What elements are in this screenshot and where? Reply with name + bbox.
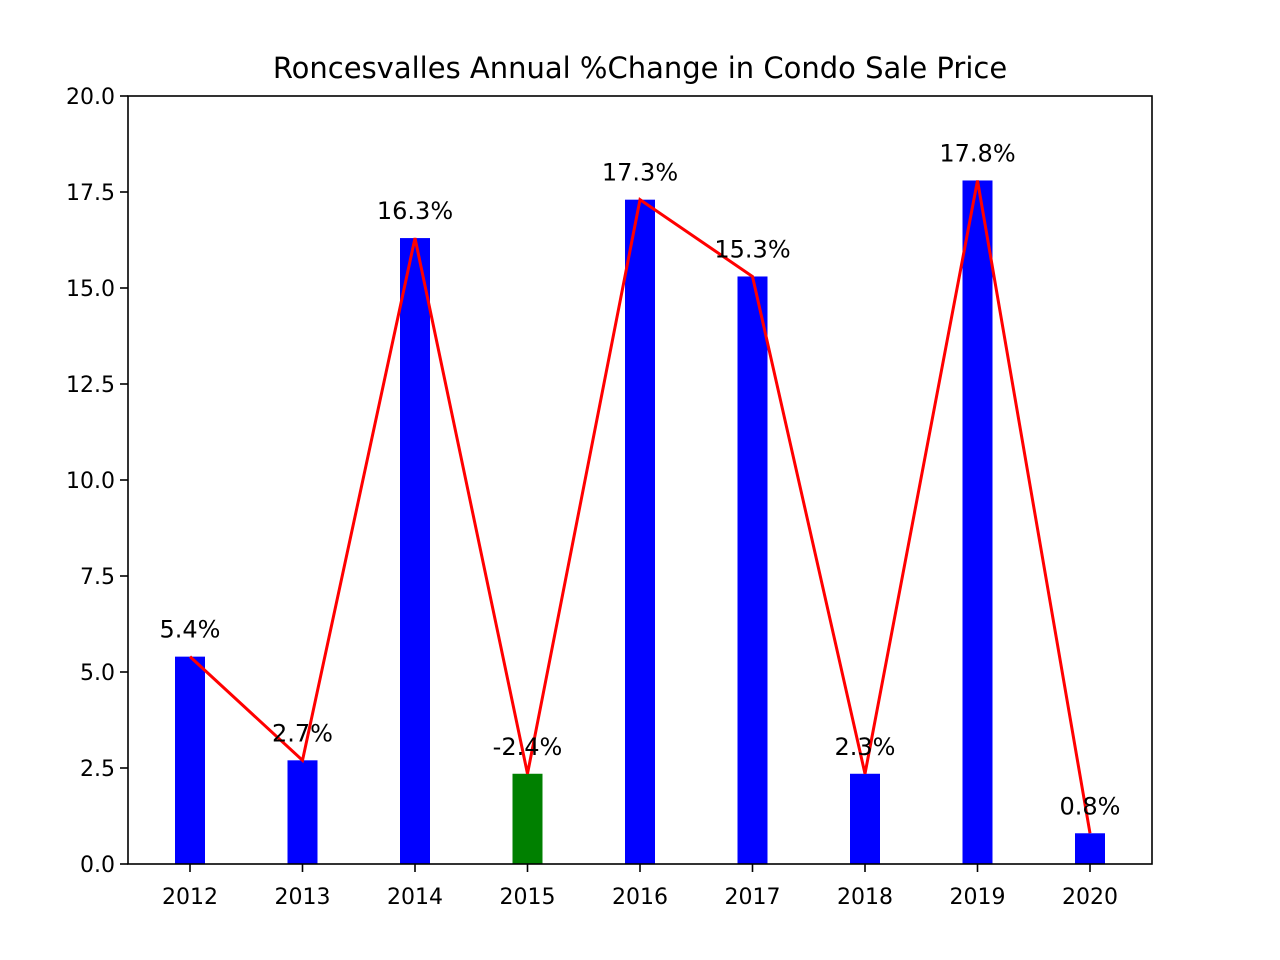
x-tick-label: 2012 bbox=[162, 885, 218, 910]
data-label: 15.3% bbox=[714, 235, 790, 263]
bar-2012 bbox=[175, 656, 205, 864]
y-tick-label: 20.0 bbox=[66, 85, 115, 110]
bar-2016 bbox=[625, 199, 655, 864]
x-tick-label: 2016 bbox=[612, 885, 668, 910]
y-tick-label: 17.5 bbox=[66, 181, 115, 206]
x-tick-label: 2019 bbox=[950, 885, 1006, 910]
x-tick-label: 2014 bbox=[387, 885, 443, 910]
bar-2015 bbox=[512, 773, 543, 864]
y-tick-label: 5.0 bbox=[80, 661, 115, 686]
y-tick-label: 15.0 bbox=[66, 277, 115, 302]
bar-2013 bbox=[287, 760, 318, 864]
y-tick-label: 10.0 bbox=[66, 469, 115, 494]
bar-2017 bbox=[737, 276, 768, 865]
chart-title: Roncesvalles Annual %Change in Condo Sal… bbox=[273, 51, 1007, 85]
data-label: 17.3% bbox=[602, 159, 678, 187]
data-label: 5.4% bbox=[160, 616, 221, 644]
x-tick-label: 2013 bbox=[275, 885, 331, 910]
data-label: 17.8% bbox=[939, 139, 1015, 167]
bar-2020 bbox=[1075, 833, 1105, 864]
data-label: 2.7% bbox=[272, 719, 333, 747]
bar-2014 bbox=[400, 238, 430, 864]
x-tick-label: 2015 bbox=[500, 885, 556, 910]
data-label: -2.4% bbox=[493, 733, 563, 761]
bar-2018 bbox=[850, 773, 880, 864]
trend-line bbox=[188, 180, 1092, 834]
y-tick-label: 2.5 bbox=[80, 757, 115, 782]
plot-area: 0.0 2.5 5.0 7.5 10.0 12.5 15.0 17.5 20.0 2012 2013… bbox=[66, 85, 1153, 910]
x-tick-label: 2017 bbox=[725, 885, 781, 910]
data-label: 2.3% bbox=[835, 733, 896, 761]
x-tick-label: 2020 bbox=[1062, 885, 1118, 910]
bar-2019 bbox=[962, 180, 993, 865]
y-tick-label: 7.5 bbox=[80, 565, 115, 590]
x-tick-label: 2018 bbox=[837, 885, 893, 910]
data-label: 16.3% bbox=[377, 197, 453, 225]
y-tick-label: 12.5 bbox=[66, 373, 115, 398]
data-label: 0.8% bbox=[1060, 792, 1121, 820]
y-tick-label: 0.0 bbox=[80, 853, 115, 878]
